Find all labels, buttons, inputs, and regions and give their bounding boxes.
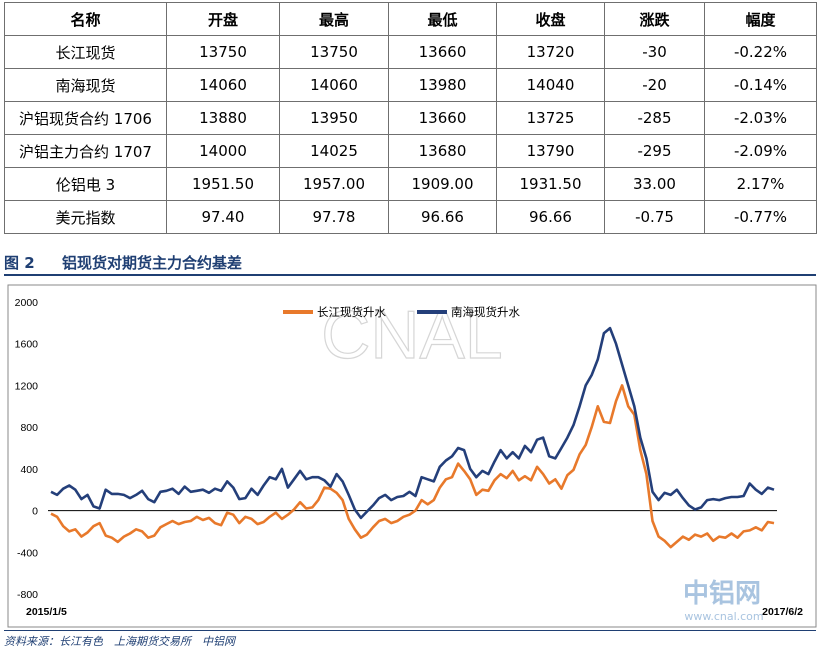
- header-close: 收盘: [496, 2, 605, 36]
- cell-change: -285: [604, 101, 705, 135]
- series-line-nanhai: [50, 326, 775, 520]
- cell-open: 13750: [166, 35, 280, 69]
- cell-close: 96.66: [496, 200, 605, 234]
- cell-high: 14060: [279, 68, 389, 102]
- header-percent: 幅度: [704, 2, 817, 36]
- figure-caption: 图 2 铝现货对期货主力合约基差: [4, 250, 816, 276]
- cell-change: -0.75: [604, 200, 705, 234]
- cell-percent: -2.03%: [704, 101, 817, 135]
- cell-name: 南海现货: [4, 68, 167, 102]
- cell-change: -30: [604, 35, 705, 69]
- chart-legend: 长江现货升水 南海现货升水: [283, 305, 520, 319]
- table-row: 沪铝现货合约 1706 13880 13950 13660 13725 -285…: [4, 101, 817, 135]
- cell-close: 13720: [496, 35, 605, 69]
- cell-close: 13725: [496, 101, 605, 135]
- cell-close: 13790: [496, 134, 605, 168]
- series-layer: [50, 326, 775, 549]
- cell-change: -295: [604, 134, 705, 168]
- cell-change: -20: [604, 68, 705, 102]
- y-tick-label: 1200: [15, 380, 39, 392]
- cell-percent: 2.17%: [704, 167, 817, 201]
- cnal-logo: 中铝网 www.cnal.com: [683, 579, 764, 623]
- y-axis: -800 -400 0 400 800 1200 1600 2000: [15, 297, 39, 601]
- table-row: 南海现货 14060 14060 13980 14040 -20 -0.14%: [4, 68, 817, 102]
- series-line-changjiang: [50, 384, 775, 549]
- cell-change: 33.00: [604, 167, 705, 201]
- header-open: 开盘: [166, 2, 280, 36]
- cell-low: 13660: [388, 101, 497, 135]
- table-row: 长江现货 13750 13750 13660 13720 -30 -0.22%: [4, 35, 817, 69]
- header-high: 最高: [279, 2, 389, 36]
- cnal-watermark: CNAL: [321, 296, 504, 373]
- cell-percent: -0.22%: [704, 35, 817, 69]
- y-tick-label: 0: [32, 506, 38, 518]
- table-row: 沪铝主力合约 1707 14000 14025 13680 13790 -295…: [4, 134, 817, 168]
- cell-name: 沪铝现货合约 1706: [4, 101, 167, 135]
- figure-title: 铝现货对期货主力合约基差: [62, 254, 243, 272]
- x-tick-label-end: 2017/6/2: [762, 606, 803, 618]
- cell-name: 沪铝主力合约 1707: [4, 134, 167, 168]
- table-header-row: 名称 开盘 最高 最低 收盘 涨跌 幅度: [4, 2, 817, 36]
- cell-low: 13680: [388, 134, 497, 168]
- figure-number: 图 2: [4, 254, 35, 272]
- x-axis: 2015/1/5 2017/6/2: [26, 510, 803, 618]
- basis-line-chart: -800 -400 0 400 800 1200 1600 2000 2015/1/5 2017…: [7, 284, 817, 628]
- cell-percent: -0.77%: [704, 200, 817, 234]
- cell-percent: -2.09%: [704, 134, 817, 168]
- cell-open: 97.40: [166, 200, 280, 234]
- header-name: 名称: [4, 2, 167, 36]
- cell-low: 13660: [388, 35, 497, 69]
- cell-low: 96.66: [388, 200, 497, 234]
- cell-close: 1931.50: [496, 167, 605, 201]
- table-row: 美元指数 97.40 97.78 96.66 96.66 -0.75 -0.77…: [4, 200, 817, 234]
- y-tick-label: 800: [20, 422, 38, 434]
- y-tick-label: 400: [20, 464, 38, 476]
- cell-low: 13980: [388, 68, 497, 102]
- cell-high: 13750: [279, 35, 389, 69]
- cell-high: 13950: [279, 101, 389, 135]
- y-tick-label: -800: [17, 589, 38, 601]
- x-tick-label-start: 2015/1/5: [26, 606, 67, 618]
- cell-high: 14025: [279, 134, 389, 168]
- cell-open: 13880: [166, 101, 280, 135]
- cnal-logo-text: 中铝网: [683, 579, 761, 609]
- cell-open: 14060: [166, 68, 280, 102]
- cell-high: 1957.00: [279, 167, 389, 201]
- header-change: 涨跌: [604, 2, 705, 36]
- cell-close: 14040: [496, 68, 605, 102]
- legend-label: 长江现货升水: [317, 305, 386, 319]
- cell-name: 美元指数: [4, 200, 167, 234]
- cell-name: 伦铝电 3: [4, 167, 167, 201]
- cell-name: 长江现货: [4, 35, 167, 69]
- y-tick-label: 1600: [15, 339, 39, 351]
- y-tick-label: 2000: [15, 297, 39, 309]
- cell-percent: -0.14%: [704, 68, 817, 102]
- legend-label: 南海现货升水: [451, 305, 520, 319]
- cnal-logo-url: www.cnal.com: [684, 610, 763, 623]
- cell-low: 1909.00: [388, 167, 497, 201]
- y-tick-label: -400: [17, 547, 38, 559]
- quote-table: 名称 开盘 最高 最低 收盘 涨跌 幅度 长江现货 13750 13750 13…: [4, 2, 817, 234]
- table-row: 伦铝电 3 1951.50 1957.00 1909.00 1931.50 33…: [4, 167, 817, 201]
- source-note: 资料来源：长江有色 上海期货交易所 中铝网: [4, 630, 816, 649]
- cell-open: 14000: [166, 134, 280, 168]
- cell-high: 97.78: [279, 200, 389, 234]
- cell-open: 1951.50: [166, 167, 280, 201]
- header-low: 最低: [388, 2, 497, 36]
- cnal-watermark-text: CNAL: [321, 297, 502, 373]
- chart-frame: [7, 284, 817, 628]
